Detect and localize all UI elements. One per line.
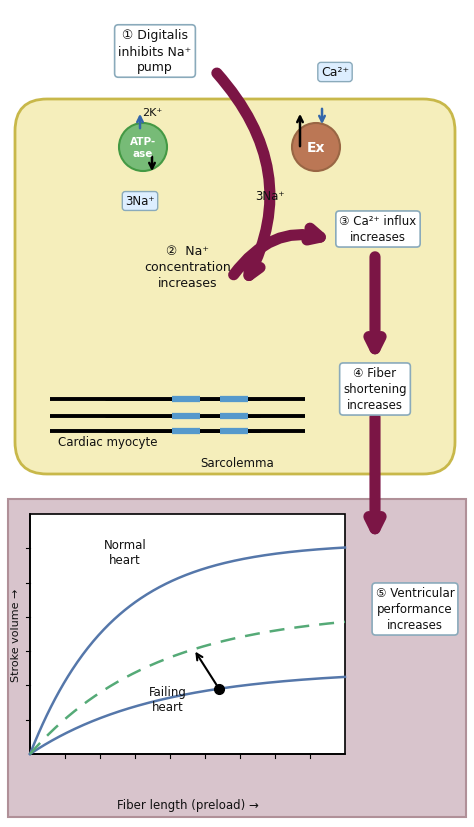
Text: 2K⁺: 2K⁺ [142,108,162,118]
Text: ②  Na⁺
concentration
increases: ② Na⁺ concentration increases [145,245,231,290]
Bar [8,500,466,817]
Circle shape [119,124,167,172]
Text: 3Na⁺: 3Na⁺ [125,195,155,208]
Text: Ex: Ex [307,141,325,155]
Text: Ca²⁺: Ca²⁺ [321,66,349,79]
Text: Failing
heart: Failing heart [149,686,187,713]
Text: ① Digitalis
inhibits Na⁺
pump: ① Digitalis inhibits Na⁺ pump [118,30,191,74]
Text: Cardiac myocyte: Cardiac myocyte [58,436,158,449]
Circle shape [292,124,340,172]
Text: Sarcolemma: Sarcolemma [200,457,274,470]
Text: ATP-
ase: ATP- ase [130,137,156,159]
Bar [0,0,474,500]
Text: ④ Fiber
shortening
increases: ④ Fiber shortening increases [343,367,407,412]
Text: ③ Ca²⁺ influx
increases: ③ Ca²⁺ influx increases [339,215,417,244]
Text: 3Na⁺: 3Na⁺ [255,190,285,203]
Text: Fiber length (preload) →: Fiber length (preload) → [117,799,258,811]
Text: ⑤ Ventricular
performance
increases: ⑤ Ventricular performance increases [375,587,455,632]
Bar [30,514,345,754]
Text: Normal
heart: Normal heart [104,538,146,566]
FancyBboxPatch shape [15,100,455,475]
Text: Stroke volume →: Stroke volume → [11,588,21,681]
